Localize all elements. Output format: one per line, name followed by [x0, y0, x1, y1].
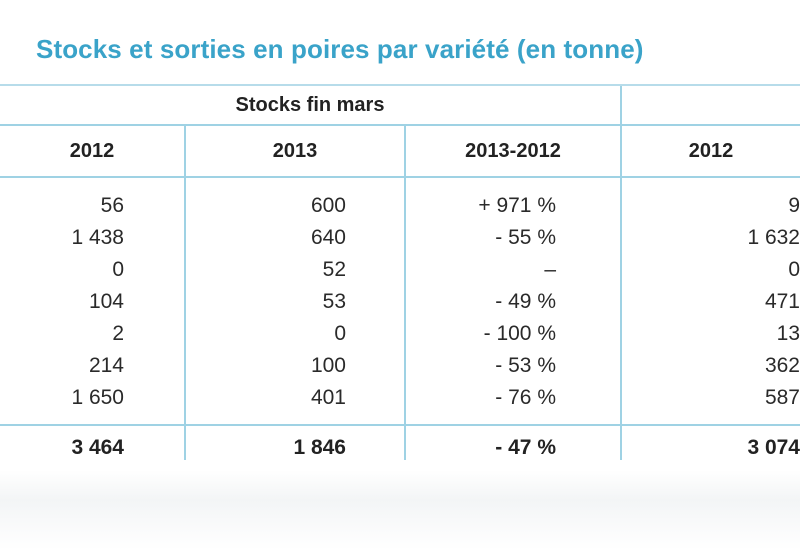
total-stock-2013: 1 846 — [293, 436, 346, 459]
column-divider — [184, 126, 186, 460]
cell-stock-diff: - 76 % — [495, 386, 556, 409]
table-title: Stocks et sorties en poires par variété … — [36, 34, 644, 64]
total-stock-2012: 3 464 — [71, 436, 124, 459]
cell-stock-2012: 214 — [88, 354, 124, 377]
cell-sorties-2012: 9 — [788, 194, 800, 217]
table-row: 56 600 + 971 % 9 — [0, 192, 800, 224]
title-divider — [0, 84, 800, 86]
cell-stock-diff: – — [544, 258, 556, 281]
cell-stock-2013: 640 — [310, 226, 346, 249]
cell-sorties-2012: 471 — [764, 290, 800, 313]
column-header-2012-sorties: 2012 — [688, 140, 734, 162]
column-header-2013: 2013 — [272, 140, 318, 162]
cell-stock-2013: 100 — [310, 354, 346, 377]
cell-stock-2012: 56 — [100, 194, 124, 217]
cell-stock-2012: 2 — [112, 322, 124, 345]
cell-sorties-2012: 0 — [788, 258, 800, 281]
column-divider — [620, 86, 622, 460]
cell-stock-diff: - 53 % — [495, 354, 556, 377]
total-divider — [0, 424, 800, 426]
column-header-diff: 2013-2012 — [465, 140, 561, 162]
total-row: 3 464 1 846 - 47 % 3 074 — [0, 434, 800, 466]
cell-stock-2013: 52 — [322, 258, 346, 281]
column-divider — [404, 126, 406, 460]
cell-stock-diff: + 971 % — [478, 194, 556, 217]
cell-sorties-2012: 13 — [776, 322, 800, 345]
cell-stock-2012: 0 — [112, 258, 124, 281]
total-stock-diff: - 47 % — [495, 436, 556, 459]
cell-stock-2012: 104 — [88, 290, 124, 313]
cell-sorties-2012: 1 632 — [747, 226, 800, 249]
cell-stock-2012: 1 650 — [71, 386, 124, 409]
table-row: 2 0 - 100 % 13 — [0, 320, 800, 352]
table-row: 214 100 - 53 % 362 — [0, 352, 800, 384]
cell-stock-2013: 0 — [334, 322, 346, 345]
group-header-divider — [0, 124, 800, 126]
cell-stock-diff: - 100 % — [483, 322, 556, 345]
cell-sorties-2012: 362 — [764, 354, 800, 377]
cell-stock-2013: 600 — [310, 194, 346, 217]
table-row: 104 53 - 49 % 471 — [0, 288, 800, 320]
group-header-stocks: Stocks fin mars — [235, 94, 385, 116]
cell-stock-diff: - 49 % — [495, 290, 556, 313]
cell-sorties-2012: 587 — [764, 386, 800, 409]
cell-stock-diff: - 55 % — [495, 226, 556, 249]
total-sorties-2012: 3 074 — [747, 436, 800, 459]
cell-stock-2012: 1 438 — [71, 226, 124, 249]
table-row: 0 52 – 0 — [0, 256, 800, 288]
table-row: 1 650 401 - 76 % 587 — [0, 384, 800, 416]
column-header-2012: 2012 — [69, 140, 115, 162]
cell-stock-2013: 53 — [322, 290, 346, 313]
cell-stock-2013: 401 — [310, 386, 346, 409]
column-header-divider — [0, 176, 800, 178]
table-row: 1 438 640 - 55 % 1 632 — [0, 224, 800, 256]
